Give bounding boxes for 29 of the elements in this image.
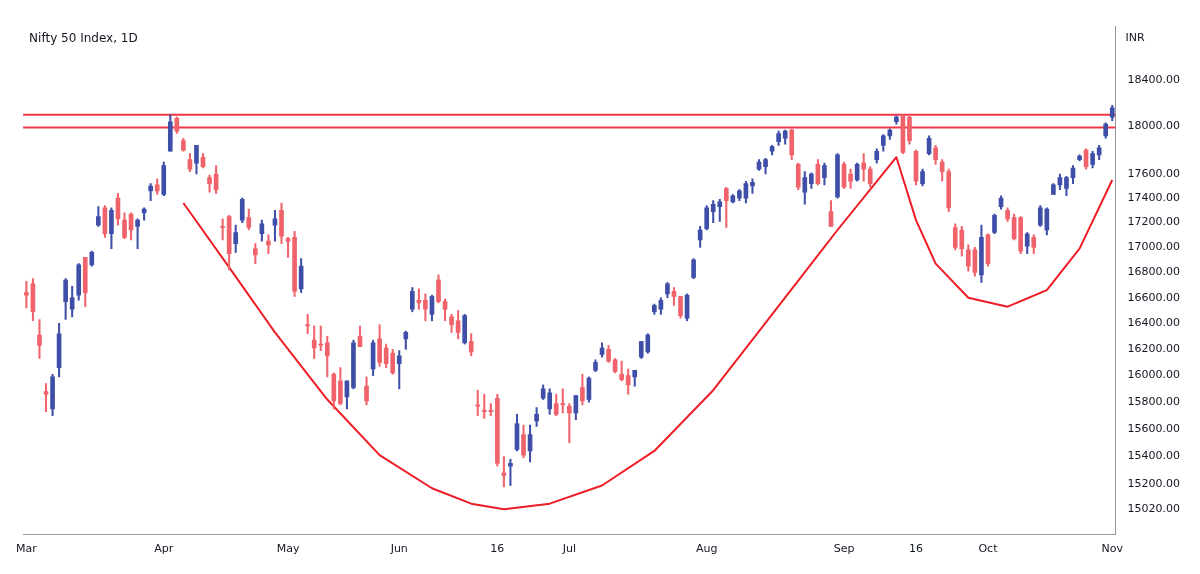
x-tick-label: Mar bbox=[16, 542, 38, 556]
x-tick-label: May bbox=[276, 542, 300, 556]
x-tick-label: Nov bbox=[1101, 542, 1124, 556]
y-tick-label: 17400.00 bbox=[1127, 191, 1181, 205]
x-tick-label: Jun bbox=[389, 542, 408, 556]
y-tick-label: 16800.00 bbox=[1127, 265, 1181, 279]
y-tick-label: 17600.00 bbox=[1127, 166, 1181, 180]
y-tick-label: 15600.00 bbox=[1127, 422, 1181, 436]
y-tick-label: 16000.00 bbox=[1127, 368, 1181, 382]
y-tick-label: 17000.00 bbox=[1127, 240, 1181, 254]
x-tick-label: Apr bbox=[154, 542, 174, 556]
x-tick-label: Sep bbox=[833, 542, 855, 556]
x-tick-label: Jul bbox=[561, 542, 576, 556]
y-tick-label: 16200.00 bbox=[1127, 342, 1181, 356]
chart-title: Nifty 50 Index, 1D bbox=[29, 30, 138, 45]
y-axis-title: INR bbox=[1125, 31, 1145, 45]
y-tick-label: 15400.00 bbox=[1127, 449, 1181, 463]
x-tick-label: 16 bbox=[909, 542, 923, 556]
y-tick-label: 17200.00 bbox=[1127, 215, 1181, 229]
x-tick-label: Aug bbox=[695, 542, 718, 556]
y-tick-label: 18000.00 bbox=[1127, 119, 1181, 133]
y-tick-label: 16600.00 bbox=[1127, 290, 1181, 304]
y-tick-label: 15200.00 bbox=[1127, 476, 1181, 490]
x-tick-label: 16 bbox=[490, 542, 505, 556]
y-tick-label: 15800.00 bbox=[1127, 395, 1181, 409]
y-tick-label: 16400.00 bbox=[1127, 316, 1181, 330]
y-tick-label: 15020.00 bbox=[1127, 502, 1181, 516]
x-tick-label: Oct bbox=[978, 542, 999, 556]
y-tick-label: 18400.00 bbox=[1127, 72, 1181, 86]
